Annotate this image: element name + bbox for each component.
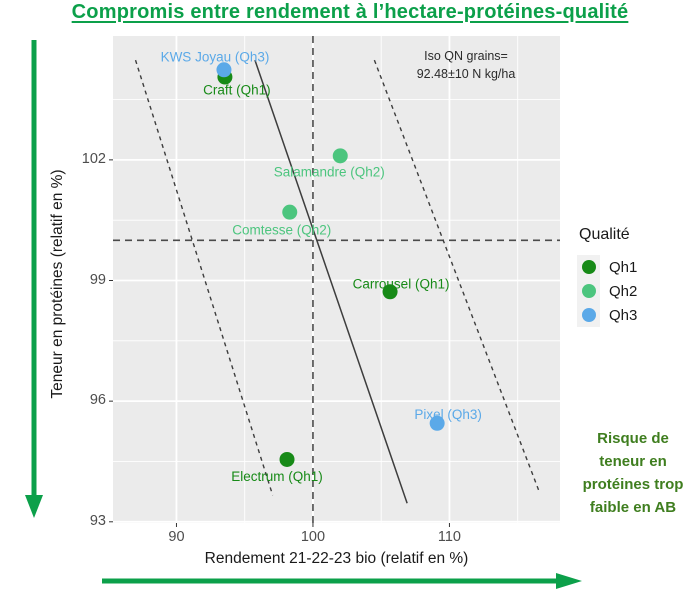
legend: Qualité Qh1 Qh2 Qh3 [577,226,637,327]
point-kws-joyau [216,62,232,78]
side-note-line: teneur en [599,453,667,470]
legend-items: Qh1 Qh2 Qh3 [577,255,637,327]
point-electrum [279,451,295,467]
point-label-craft: Craft (Qh1) [203,83,271,98]
iso-qn-annotation: Iso QN grains= 92.48±10 N kg/ha [396,47,536,83]
side-note-line: protéines trop [582,476,684,493]
qh2-dot-icon [581,284,596,298]
point-pixel [429,415,445,431]
point-label-kws-joyau: KWS Joyau (Qh3) [161,49,270,64]
point-label-comtesse: Comtesse (Qh2) [232,223,331,238]
x-tick-label: 100 [300,529,326,545]
legend-item-qh1: Qh1 [577,255,637,279]
iso-qn-annotation-line: Iso QN grains= [424,49,508,63]
iso-qn-center-line [254,59,408,504]
iso-qn-upper-line [373,59,541,493]
side-note-line: faible en AB [589,499,677,516]
chart-title: Compromis entre rendement à l’hectare-pr… [0,1,700,24]
y-axis-title: Teneur en protéines (relatif en %) [49,169,66,399]
legend-item-qh3: Qh3 [577,303,637,327]
legend-title: Qualité [579,226,630,243]
side-note: Risque de teneur en protéines trop faibl… [566,427,700,519]
point-comtesse [282,204,298,220]
legend-item-label: Qh2 [609,282,638,300]
point-label-salamandre: Salamandre (Qh2) [274,164,385,179]
legend-key [577,303,600,327]
point-label-electrum: Electrum (Qh1) [231,469,323,484]
point-salamandre [332,148,348,164]
chart-title-text: Compromis entre rendement à l’hectare-pr… [71,1,629,23]
x-axis-direction-arrow-icon [102,573,582,589]
y-axis-direction-arrow-icon [25,40,43,518]
legend-item-label: Qh1 [609,258,638,276]
x-tick-label: 90 [168,529,185,545]
point-carrousel [382,284,398,300]
y-tick-label: 96 [89,392,106,409]
y-tick-label: 93 [89,512,106,529]
iso-qn-annotation-line: 92.48±10 N kg/ha [416,67,516,81]
y-tick-label: 99 [89,271,106,288]
legend-item-label: Qh3 [609,306,638,324]
side-note-line: Risque de [597,430,669,447]
point-label-pixel: Pixel (Qh3) [414,407,482,422]
plot-panel [113,36,560,523]
legend-item-qh2: Qh2 [577,279,637,303]
legend-key [577,279,600,303]
y-tick-label: 102 [81,150,106,167]
x-tick-label: 110 [437,529,461,545]
point-label-carrousel: Carrousel (Qh1) [353,276,450,291]
qh3-dot-icon [581,308,596,322]
x-axis-title: Rendement 21-22-23 bio (relatif en %) [204,550,469,567]
qh1-dot-icon [581,260,596,274]
legend-key [577,255,600,279]
